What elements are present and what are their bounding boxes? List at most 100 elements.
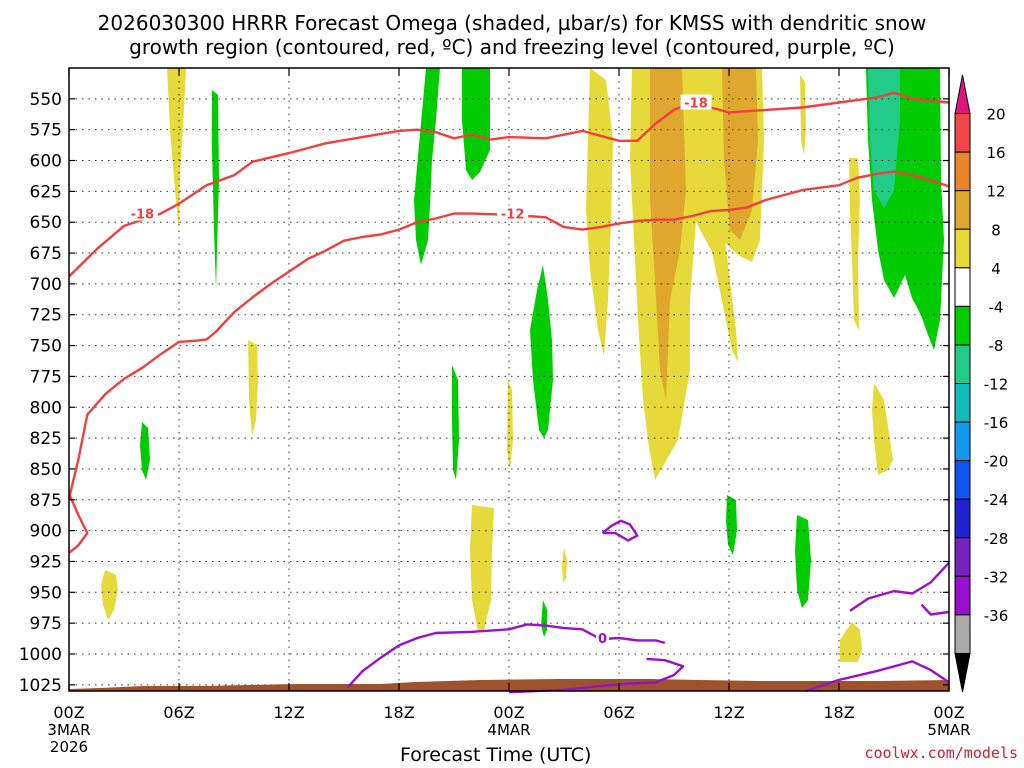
x-tick-label: 00Z	[493, 703, 524, 722]
colorbar-segment	[954, 344, 971, 384]
y-tick-label: 575	[30, 121, 62, 141]
omega-shaded-region	[849, 158, 860, 330]
colorbar-label: 8	[991, 221, 1001, 239]
contour-label-bg	[680, 94, 712, 110]
y-tick-label: 875	[30, 491, 62, 511]
omega-shaded-region	[586, 68, 613, 356]
colorbar-segment	[954, 498, 971, 539]
axes-frame: 550 575 600 625 650 675 700 725 750 775 800 825 850 8…	[19, 67, 971, 756]
omega-shaded-region	[530, 265, 553, 438]
y-tick-label: 1000	[19, 645, 62, 665]
y-tick-label: 725	[30, 306, 62, 326]
contour-label: -12	[501, 208, 525, 223]
y-tick-label: 650	[30, 213, 62, 233]
contour-label-bg	[596, 629, 609, 645]
colorbar-label: -20	[984, 453, 1009, 471]
y-tick-label: 600	[30, 152, 62, 172]
y-tick-label: 975	[30, 614, 62, 634]
contour-line	[920, 603, 950, 616]
colorbar-bottom-triangle	[954, 652, 971, 693]
colorbar-label: -24	[984, 491, 1009, 509]
colorbar-segment	[954, 113, 971, 153]
y-tick-label: 1025	[19, 676, 62, 696]
colorbar-top-triangle	[954, 74, 971, 115]
contour-line	[68, 91, 950, 278]
contour-line	[601, 519, 639, 542]
colorbar-label: 20	[986, 106, 1005, 124]
omega-shaded-region	[650, 68, 686, 400]
x-tick-label: 18Z	[383, 703, 414, 722]
omega-shaded-region	[248, 340, 258, 436]
x-tick-date-label: 3MAR	[47, 721, 90, 739]
contour-line	[346, 623, 666, 689]
colorbar-segment	[954, 228, 971, 269]
colorbar-segment	[954, 383, 971, 423]
x-tick-label: 00Z	[933, 703, 964, 722]
colorbar-label: 16	[986, 144, 1005, 162]
contour-label: -18	[131, 208, 155, 223]
omega-shaded-region	[101, 570, 118, 620]
contour-line	[849, 561, 950, 612]
contour-line	[805, 660, 950, 693]
x-tick-label: 18Z	[823, 703, 854, 722]
omega-shaded-region	[507, 380, 513, 470]
omega-shaded-region	[140, 422, 150, 480]
x-tick-date-label: 4MAR	[487, 721, 530, 739]
y-tick-label: 825	[30, 429, 62, 449]
chart-title-line2: growth region (contoured, red, ºC) and f…	[129, 35, 895, 59]
colorbar-segment	[954, 190, 971, 230]
omega-shaded-region	[212, 90, 219, 290]
contour-line	[67, 170, 950, 499]
omega-shaded-region	[840, 622, 862, 662]
colorbar-segment	[954, 575, 971, 616]
contour-label: 0	[598, 632, 607, 647]
omega-shaded-region	[414, 68, 440, 265]
colorbar: 20 16 12 8 4 -4 -8 -12 -16 -20 -24 -28 -32 -36	[954, 74, 1009, 693]
colorbar-label: -28	[984, 530, 1009, 548]
y-tick-label: 625	[30, 182, 62, 202]
colorbar-label: 4	[991, 260, 1001, 278]
contour-label-bg	[126, 205, 158, 221]
x-axis-title: Forecast Time (UTC)	[400, 744, 592, 766]
contour-line	[508, 657, 685, 694]
colorbar-label: -8	[989, 337, 1004, 355]
y-tick-label: 850	[30, 460, 62, 480]
y-tick-label: 800	[30, 398, 62, 418]
colorbar-label: -12	[984, 376, 1009, 394]
chart-title-line1: 2026030300 HRRR Forecast Omega (shaded, …	[97, 11, 927, 35]
omega-shading-layer	[69, 68, 949, 691]
colorbar-label: -4	[989, 298, 1004, 316]
colorbar-segment	[954, 614, 971, 654]
y-tick-label: 700	[30, 275, 62, 295]
colorbar-label: -32	[984, 568, 1009, 586]
contour-label-bg	[497, 205, 529, 221]
omega-shaded-region	[462, 68, 490, 180]
y-tick-label: 550	[30, 90, 62, 110]
colorbar-segment	[954, 305, 971, 346]
omega-shaded-region	[541, 600, 547, 637]
y-tick-label: 750	[30, 337, 62, 357]
y-tick-label: 925	[30, 552, 62, 572]
colorbar-segment	[954, 460, 971, 500]
x-tick-date-label: 5MAR	[927, 721, 970, 739]
y-tick-label: 950	[30, 583, 62, 603]
colorbar-segment	[954, 537, 971, 577]
omega-shaded-region	[452, 365, 459, 480]
credit-text: coolwx.com/models	[864, 744, 1018, 762]
omega-shaded-region	[795, 515, 811, 608]
x-tick-label: 00Z	[53, 703, 84, 722]
omega-shaded-region	[562, 548, 567, 583]
colorbar-segment	[954, 267, 971, 307]
y-tick-label: 675	[30, 244, 62, 264]
contour-label: -18	[684, 97, 708, 112]
omega-shaded-region	[872, 383, 893, 475]
colorbar-label: -16	[984, 414, 1009, 432]
contour-line	[67, 493, 89, 554]
omega-shaded-region	[470, 505, 494, 632]
x-tick-label: 06Z	[163, 703, 194, 722]
x-tick-label: 12Z	[713, 703, 744, 722]
omega-shaded-region	[167, 68, 186, 232]
colorbar-label: -36	[984, 607, 1009, 625]
colorbar-label: 12	[986, 183, 1005, 201]
